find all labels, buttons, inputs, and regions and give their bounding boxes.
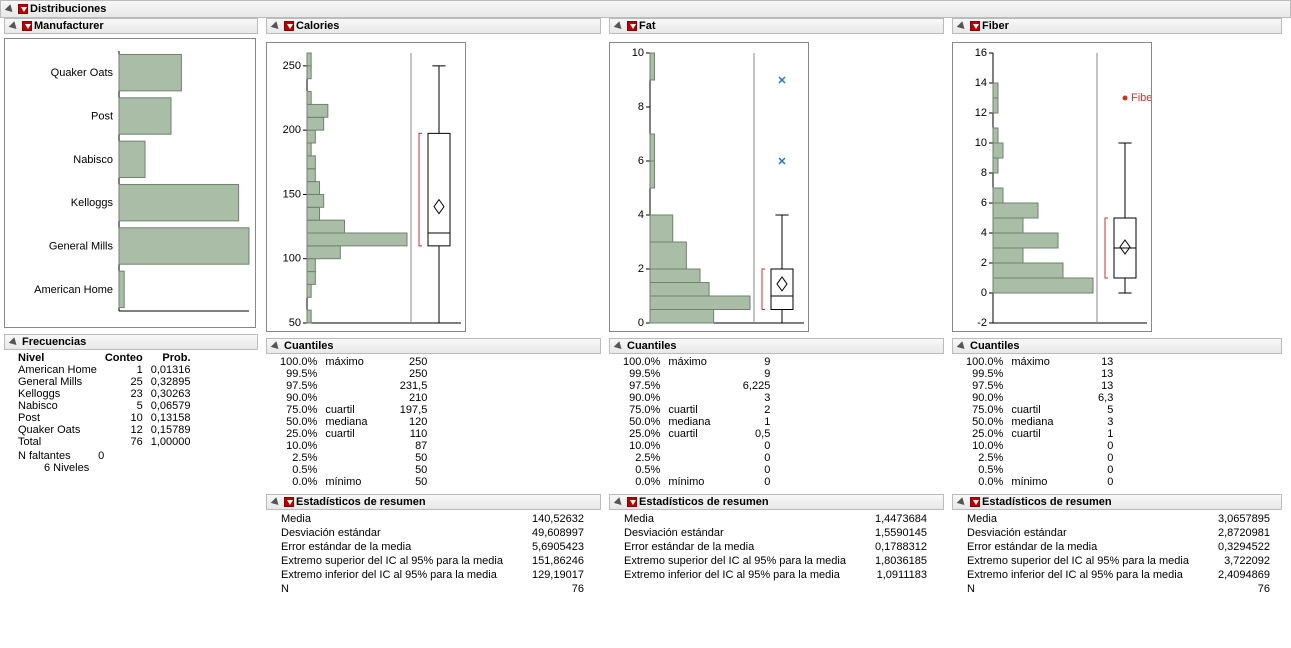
frequencies-header[interactable]: Frecuencias xyxy=(4,334,258,350)
summary-stats-table: Media140,52632Desviación estándar49,6089… xyxy=(280,512,585,596)
svg-text:Nabisco: Nabisco xyxy=(73,154,113,166)
svg-text:10: 10 xyxy=(975,137,987,149)
disclosure-triangle-icon[interactable] xyxy=(957,497,968,508)
quantiles-header[interactable]: Cuantiles xyxy=(609,338,944,354)
svg-text:10: 10 xyxy=(632,47,644,59)
summary-stats-header[interactable]: Estadísticos de resumen xyxy=(609,494,944,510)
calories-column: Calories 50 100 150 200 250 Cuantiles 100.0%máx… xyxy=(262,18,605,596)
svg-text:150: 150 xyxy=(283,188,301,200)
calories-header[interactable]: Calories xyxy=(266,18,601,34)
quantiles-title: Cuantiles xyxy=(627,340,677,352)
manufacturer-header[interactable]: Manufacturer xyxy=(4,18,258,34)
calories-distribution-chart[interactable]: 50 100 150 200 250 xyxy=(266,42,466,332)
disclosure-triangle-icon[interactable] xyxy=(614,341,625,352)
manufacturer-title: Manufacturer xyxy=(34,20,104,32)
svg-text:50: 50 xyxy=(289,317,301,329)
svg-text:4: 4 xyxy=(981,227,987,239)
svg-text:100: 100 xyxy=(283,253,301,265)
levels-row: 6 Niveles xyxy=(44,462,258,474)
svg-text:0: 0 xyxy=(981,287,987,299)
var-title: Calories xyxy=(296,20,339,32)
table-row: General Mills250,32895 xyxy=(18,376,199,388)
svg-text:200: 200 xyxy=(283,124,301,136)
frequencies-table: NivelConteoProb. American Home10,01316Ge… xyxy=(18,352,199,448)
menu-triangle-icon[interactable] xyxy=(970,21,980,31)
summary-stats-table: Media3,0657895Desviación estándar2,87209… xyxy=(966,512,1271,596)
svg-text:Post: Post xyxy=(91,110,113,122)
menu-triangle-icon[interactable] xyxy=(970,497,980,507)
menu-triangle-icon[interactable] xyxy=(627,497,637,507)
main-title: Distribuciones xyxy=(30,3,106,15)
table-row: Kelloggs230,30263 xyxy=(18,388,199,400)
manufacturer-barchart[interactable]: Quaker Oats Post Nabisco Kelloggs General Mi… xyxy=(4,38,256,328)
disclosure-triangle-icon[interactable] xyxy=(9,21,20,32)
disclosure-triangle-icon[interactable] xyxy=(9,337,20,348)
quantiles-table: 100.0%máximo999.5%997.5%6,22590.0%375.0%… xyxy=(623,356,778,488)
quantiles-table: 100.0%máximo1399.5%1397.5%1390.0%6,375.0… xyxy=(966,356,1121,488)
svg-text:6: 6 xyxy=(981,197,987,209)
fat-distribution-chart[interactable]: 0 2 4 6 8 10 xyxy=(609,42,809,332)
manufacturer-column: Manufacturer Quaker Oats Post Nabisco Kello… xyxy=(0,18,262,474)
summary-stats-header[interactable]: Estadísticos de resumen xyxy=(266,494,601,510)
quantiles-header[interactable]: Cuantiles xyxy=(266,338,601,354)
table-row: Total761,00000 xyxy=(18,436,199,448)
quantiles-table: 100.0%máximo25099.5%25097.5%231,590.0%21… xyxy=(280,356,435,488)
menu-triangle-icon[interactable] xyxy=(627,21,637,31)
table-row: American Home10,01316 xyxy=(18,364,199,376)
fiber-distribution-chart[interactable]: -2 0 2 4 6 8 10 12 14 16 Fibe xyxy=(952,42,1152,332)
summary-stats-title: Estadísticos de resumen xyxy=(639,496,769,508)
svg-text:General Mills: General Mills xyxy=(49,240,114,252)
frequencies-title: Frecuencias xyxy=(22,336,86,348)
quantiles-title: Cuantiles xyxy=(970,340,1020,352)
svg-text:Quaker Oats: Quaker Oats xyxy=(51,67,114,79)
menu-triangle-icon[interactable] xyxy=(22,21,32,31)
table-row: Post100,13158 xyxy=(18,412,199,424)
disclosure-triangle-icon[interactable] xyxy=(614,21,625,32)
svg-text:American Home: American Home xyxy=(34,284,113,296)
var-title: Fiber xyxy=(982,20,1009,32)
summary-stats-header[interactable]: Estadísticos de resumen xyxy=(952,494,1282,510)
disclosure-triangle-icon[interactable] xyxy=(614,497,625,508)
table-row: Quaker Oats120,15789 xyxy=(18,424,199,436)
svg-text:4: 4 xyxy=(638,209,644,221)
svg-text:6: 6 xyxy=(638,155,644,167)
summary-stats-table: Media1,4473684Desviación estándar1,55901… xyxy=(623,512,928,582)
svg-text:-2: -2 xyxy=(977,317,987,329)
disclosure-triangle-icon[interactable] xyxy=(271,341,282,352)
svg-text:8: 8 xyxy=(981,167,987,179)
table-row: Nabisco50,06579 xyxy=(18,400,199,412)
svg-text:12: 12 xyxy=(975,107,987,119)
disclosure-triangle-icon[interactable] xyxy=(271,21,282,32)
svg-text:2: 2 xyxy=(638,263,644,275)
var-title: Fat xyxy=(639,20,656,32)
svg-text:2: 2 xyxy=(981,257,987,269)
summary-stats-title: Estadísticos de resumen xyxy=(982,496,1112,508)
n-missing-row: N faltantes 0 xyxy=(18,450,258,462)
menu-triangle-icon[interactable] xyxy=(18,4,28,14)
fat-header[interactable]: Fat xyxy=(609,18,944,34)
disclosure-triangle-icon[interactable] xyxy=(271,497,282,508)
menu-triangle-icon[interactable] xyxy=(284,21,294,31)
disclosure-triangle-icon[interactable] xyxy=(957,341,968,352)
svg-text:Fibe: Fibe xyxy=(1131,92,1152,104)
disclosure-triangle-icon[interactable] xyxy=(5,4,16,15)
svg-text:0: 0 xyxy=(638,317,644,329)
fiber-header[interactable]: Fiber xyxy=(952,18,1282,34)
svg-text:Kelloggs: Kelloggs xyxy=(71,197,114,209)
svg-text:8: 8 xyxy=(638,101,644,113)
fat-column: Fat 0 2 4 6 8 10 Cuantiles 100.0%máximo999.5%997… xyxy=(605,18,948,582)
disclosure-triangle-icon[interactable] xyxy=(957,21,968,32)
svg-text:16: 16 xyxy=(975,47,987,59)
svg-text:250: 250 xyxy=(283,60,301,72)
svg-text:14: 14 xyxy=(975,77,987,89)
main-header[interactable]: Distribuciones xyxy=(0,0,1291,18)
fiber-column: Fiber -2 0 2 4 6 8 10 12 14 16 Fibe Cuantiles 100.0%m… xyxy=(948,18,1286,596)
quantiles-header[interactable]: Cuantiles xyxy=(952,338,1282,354)
quantiles-title: Cuantiles xyxy=(284,340,334,352)
menu-triangle-icon[interactable] xyxy=(284,497,294,507)
summary-stats-title: Estadísticos de resumen xyxy=(296,496,426,508)
